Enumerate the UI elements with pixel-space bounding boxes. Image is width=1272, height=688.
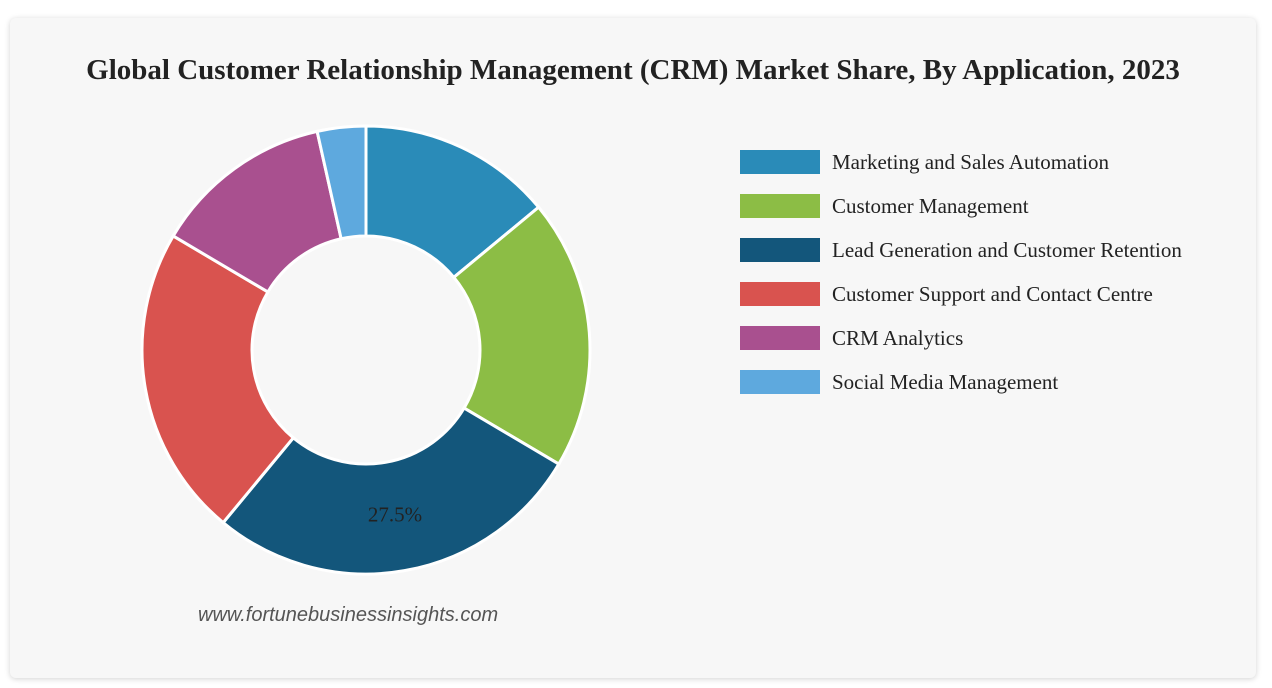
legend-swatch	[740, 282, 820, 306]
legend-label: Lead Generation and Customer Retention	[832, 237, 1182, 262]
source-credit: www.fortunebusinessinsights.com	[198, 604, 499, 626]
chart-legend: Marketing and Sales Automation Customer M…	[740, 140, 1182, 404]
legend-swatch	[740, 194, 820, 218]
donut-chart: 27.5%	[140, 124, 592, 576]
legend-item-marketing-and-sales-automation[interactable]: Marketing and Sales Automation	[740, 140, 1182, 184]
legend-label: Customer Management	[832, 193, 1029, 218]
legend-swatch	[740, 150, 820, 174]
legend-item-crm-analytics[interactable]: CRM Analytics	[740, 316, 1182, 360]
legend-label: Customer Support and Contact Centre	[832, 281, 1153, 306]
slice-customer-management[interactable]	[451, 205, 592, 467]
legend-item-customer-support-and-contact-centre[interactable]: Customer Support and Contact Centre	[740, 272, 1182, 316]
legend-item-lead-generation-and-customer-retention[interactable]: Lead Generation and Customer Retention	[740, 228, 1182, 272]
chart-card: Global Customer Relationship Management …	[10, 18, 1256, 678]
legend-label: Marketing and Sales Automation	[832, 149, 1110, 174]
legend-item-social-media-management[interactable]: Social Media Management	[740, 360, 1182, 404]
slice-customer-support-and-contact-centre[interactable]	[140, 233, 296, 525]
slice-social-media-management[interactable]	[315, 124, 368, 241]
data-label-lead-generation-and-customer-retention: 27.5%	[368, 502, 422, 526]
legend-swatch	[740, 238, 820, 262]
legend-label: CRM Analytics	[832, 325, 964, 350]
chart-title: Global Customer Relationship Management …	[86, 54, 1180, 86]
legend-item-customer-management[interactable]: Customer Management	[740, 184, 1182, 228]
legend-swatch	[740, 326, 820, 350]
legend-swatch	[740, 370, 820, 394]
slice-lead-generation-and-customer-retention[interactable]	[221, 405, 561, 576]
legend-label: Social Media Management	[832, 369, 1059, 394]
